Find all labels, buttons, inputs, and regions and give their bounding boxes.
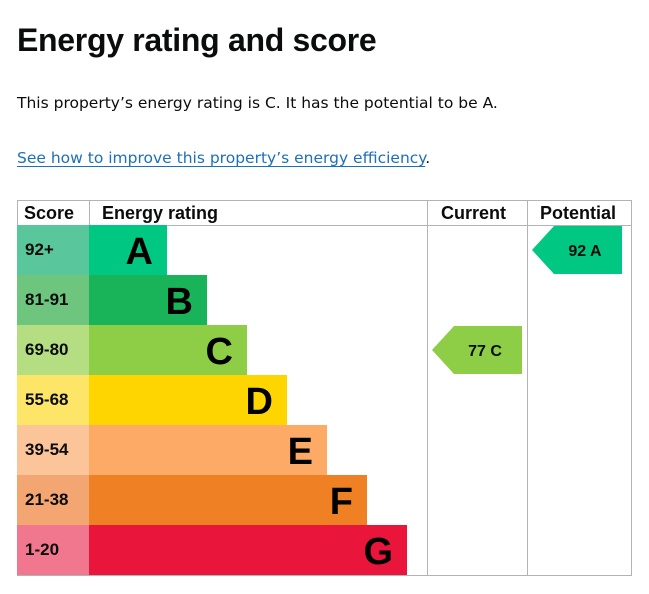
score-cell-c: [17, 325, 89, 375]
band-bar-c: [89, 325, 247, 375]
score-cell-a: [17, 225, 89, 275]
header-score: Score: [24, 203, 74, 223]
band-bar-d: [89, 375, 287, 425]
score-cell-b: [17, 275, 89, 325]
score-cell-d: [17, 375, 89, 425]
current-rating-label: 77 C: [468, 343, 502, 360]
band-letter-f: F: [330, 481, 353, 523]
score-range-c: 69-80: [25, 340, 68, 359]
band-bar-a: [89, 225, 167, 275]
score-cell-g: [17, 525, 89, 575]
header-current: Current: [441, 203, 506, 223]
score-range-b: 81-91: [25, 290, 68, 309]
score-cell-e: [17, 425, 89, 475]
link-suffix: .: [425, 149, 431, 167]
header-potential: Potential: [540, 203, 616, 223]
energy-rating-chart: Score Energy rating Current Potential 92+ A 81…: [17, 200, 632, 576]
page-title: Energy rating and score: [17, 22, 377, 58]
improve-efficiency-link[interactable]: See how to improve this property’s energ…: [17, 149, 426, 167]
score-range-g: 1-20: [25, 540, 59, 559]
band-letter-d: D: [246, 381, 273, 423]
band-letter-b: B: [166, 281, 193, 323]
band-bar-f: [89, 475, 367, 525]
band-bar-g: [89, 525, 407, 575]
band-letter-c: C: [206, 331, 233, 373]
score-range-a: 92+: [25, 240, 54, 259]
potential-arrow: [532, 226, 622, 274]
score-range-d: 55-68: [25, 390, 68, 409]
rating-summary: This property’s energy rating is C. It h…: [17, 94, 498, 112]
current-arrow: [432, 326, 522, 374]
score-range-e: 39-54: [25, 440, 69, 459]
band-bar-e: [89, 425, 327, 475]
band-letter-a: A: [126, 231, 153, 273]
score-cell-f: [17, 475, 89, 525]
band-letter-e: E: [288, 431, 313, 473]
header-energy-rating: Energy rating: [102, 203, 218, 223]
potential-rating-label: 92 A: [568, 243, 602, 260]
energy-rating-graph: Score Energy rating Current Potential 92+ A 81…: [17, 200, 632, 576]
improve-link-line: See how to improve this property’s energ…: [17, 146, 430, 170]
band-letter-g: G: [363, 531, 393, 573]
band-bar-b: [89, 275, 207, 325]
score-range-f: 21-38: [25, 490, 68, 509]
